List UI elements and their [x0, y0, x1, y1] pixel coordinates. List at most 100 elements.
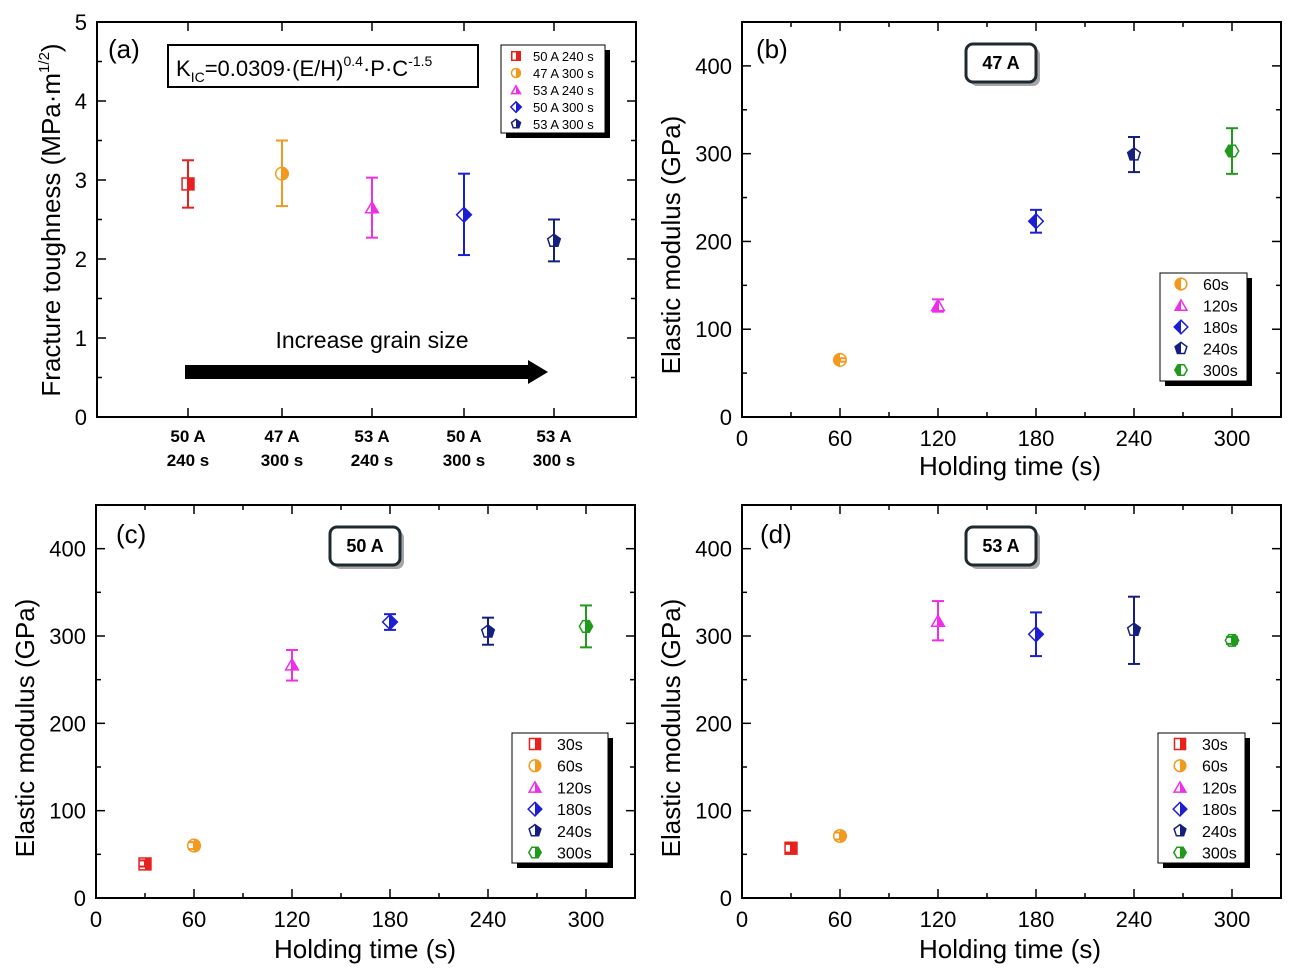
panel-c-y-tick-label: 0 [74, 886, 86, 911]
panel-d-x-tick-label: 300 [1214, 907, 1251, 932]
panel-d-legend-marker [1173, 737, 1187, 751]
panel-b-point [832, 352, 848, 367]
formula-box-border [167, 44, 479, 88]
panel-b-legend-marker-outline [1173, 298, 1189, 311]
panel-a-legend-marker-fill [516, 101, 522, 113]
panel-c-point-outline [138, 857, 152, 871]
panel-b-legend-marker-outline [1173, 363, 1189, 377]
panel-c-legend-label: 30s [557, 737, 583, 754]
panel-a-legend-marker-outline [511, 51, 521, 61]
panel-c-legend-marker-outline [527, 801, 543, 817]
panel-b-y-tick-label: 100 [695, 317, 732, 342]
panel-c-legend-marker [528, 759, 542, 773]
panel-d-legend-label: 300s [1202, 846, 1237, 863]
panel-a-y-tick-label: 1 [75, 326, 87, 351]
panel-c-axis-ticks: 0 100 200 300 400 0 60 120 180 240 300 [49, 505, 635, 932]
panel-d-x-axis-label: Holding time (s) [919, 934, 1101, 964]
panel-b-legend-label: 120s [1203, 299, 1238, 316]
panel-a-y-tick-label: 3 [75, 168, 87, 193]
panel-b-point [1224, 144, 1240, 158]
panel-d-data-points [784, 595, 1240, 855]
panel-c-point-outline [480, 624, 496, 638]
panel-a-point-outline [364, 200, 380, 214]
panel-c-x-tick-label: 180 [372, 907, 409, 932]
panel-c-legend-marker-outline [527, 780, 543, 793]
panel-d-legend-entries: 30s 60s 120s 180s 240s 300s [1172, 737, 1237, 863]
panel-a-category-current: 50 A [170, 427, 205, 446]
panel-c-legend-label: 60s [557, 759, 583, 776]
panel-c-x-tick-label: 0 [90, 907, 102, 932]
panel-b-x-tick-label: 60 [828, 426, 852, 451]
panel-d-point-outline [1027, 625, 1045, 643]
grain-size-arrow-shaft [185, 365, 530, 379]
panel-a-point [274, 166, 290, 181]
panel-b-y-axis-label: Elastic modulus (GPa) [656, 116, 686, 375]
panel-d-x-tick-label: 60 [828, 907, 852, 932]
panel-b-y-tick-label: 400 [695, 54, 732, 79]
panel-d-legend-marker-outline [1172, 801, 1188, 817]
panel-c-point [284, 657, 300, 671]
panel-b-legend-marker-outline [1174, 341, 1188, 355]
panel-d-badge-text: 53 A [982, 536, 1019, 556]
panel-a-legend: 50 A 240 s 47 A 300 s 53 A 240 s 50 A 300 s… [500, 44, 610, 138]
panel-b-legend-marker-outline [1173, 319, 1189, 335]
panel-d-y-tick-label: 300 [695, 624, 732, 649]
panel-a-y-tick-label: 2 [75, 247, 87, 272]
panel-c-legend-entries: 30s 60s 120s 180s 240s 300s [527, 737, 592, 863]
panel-d-y-tick-label: 400 [695, 537, 732, 562]
panel-b-point-outline [1027, 212, 1045, 230]
panel-d-point-outline [784, 841, 798, 855]
panel-c-legend-marker [527, 846, 543, 859]
panel-d-axis-ticks: 0 100 200 300 400 0 60 120 180 240 300 [695, 505, 1281, 932]
panel-c-current-badge: 50 A [328, 525, 404, 569]
panel-d-legend-box [1157, 732, 1246, 864]
panel-c-legend-marker [527, 780, 543, 793]
increase-grain-size-annotation: Increase grain size [275, 327, 468, 353]
panel-a-point-outline [546, 233, 562, 247]
panel-d-legend-marker-fill [1180, 738, 1186, 750]
panel-d-legend-marker [1172, 780, 1188, 793]
panel-d-legend-marker [1173, 823, 1187, 837]
panel-c-label: (c) [116, 519, 146, 549]
panel-a-legend-marker-outline [509, 100, 523, 114]
panel-b-y-tick-label: 0 [720, 405, 732, 430]
panel-c-elastic-modulus-50A: 0 100 200 300 400 0 60 120 180 240 300 Elastic mod… [10, 504, 636, 964]
panel-b-x-axis-label: Holding time (s) [919, 451, 1101, 481]
panel-a-legend-marker-outline [510, 118, 522, 129]
panel-b-label: (b) [756, 34, 788, 64]
panel-a-category-time: 300 s [443, 451, 486, 470]
panel-d-y-tick-label: 0 [720, 886, 732, 911]
panel-b-point-outline [1224, 144, 1240, 158]
panel-a-point [455, 206, 473, 224]
panel-a-category-current: 50 A [446, 427, 481, 446]
panel-a-legend-marker [509, 100, 523, 114]
panel-c-legend-label: 300s [557, 846, 592, 863]
panel-b-point-fill [1225, 145, 1232, 157]
panel-d-point-outline [832, 828, 848, 844]
panel-b-legend-marker [1173, 298, 1189, 311]
panel-d-x-tick-label: 240 [1116, 907, 1153, 932]
panel-c-legend-marker-fill [535, 847, 542, 858]
panel-a-axis-ticks: 0 1 2 3 4 5 [75, 10, 636, 430]
panel-d-legend-label: 30s [1202, 737, 1228, 754]
panel-a-category-labels: 50 A 240 s 47 A 300 s 53 A 240 s 50 A 300 s 53 A… [167, 427, 576, 470]
panel-d-elastic-modulus-53A: 0 100 200 300 400 0 60 120 180 240 300 Elastic mod… [656, 504, 1282, 964]
panel-c-y-axis-label: Elastic modulus (GPa) [10, 599, 40, 858]
panel-c-point [138, 857, 152, 871]
panel-a-legend-marker-outline [510, 67, 522, 79]
panel-c-legend-marker-outline [528, 823, 542, 837]
panel-c-legend-marker [527, 801, 543, 817]
panel-c-point-outline [578, 619, 594, 633]
panel-c-legend-label: 240s [557, 824, 592, 841]
panel-c-y-tick-label: 200 [49, 711, 86, 736]
panel-d-label: (d) [760, 519, 792, 549]
panel-a-legend-label: 53 A 240 s [533, 83, 594, 98]
panel-d-point-outline [1224, 633, 1240, 647]
panel-b-y-tick-label: 300 [695, 142, 732, 167]
panel-d-point-outline [930, 613, 946, 627]
panel-a-legend-marker [510, 67, 522, 79]
panel-a-category-current: 47 A [264, 427, 299, 446]
panel-a-legend-marker [510, 118, 522, 129]
panel-b-badge-text: 47 A [982, 53, 1019, 73]
